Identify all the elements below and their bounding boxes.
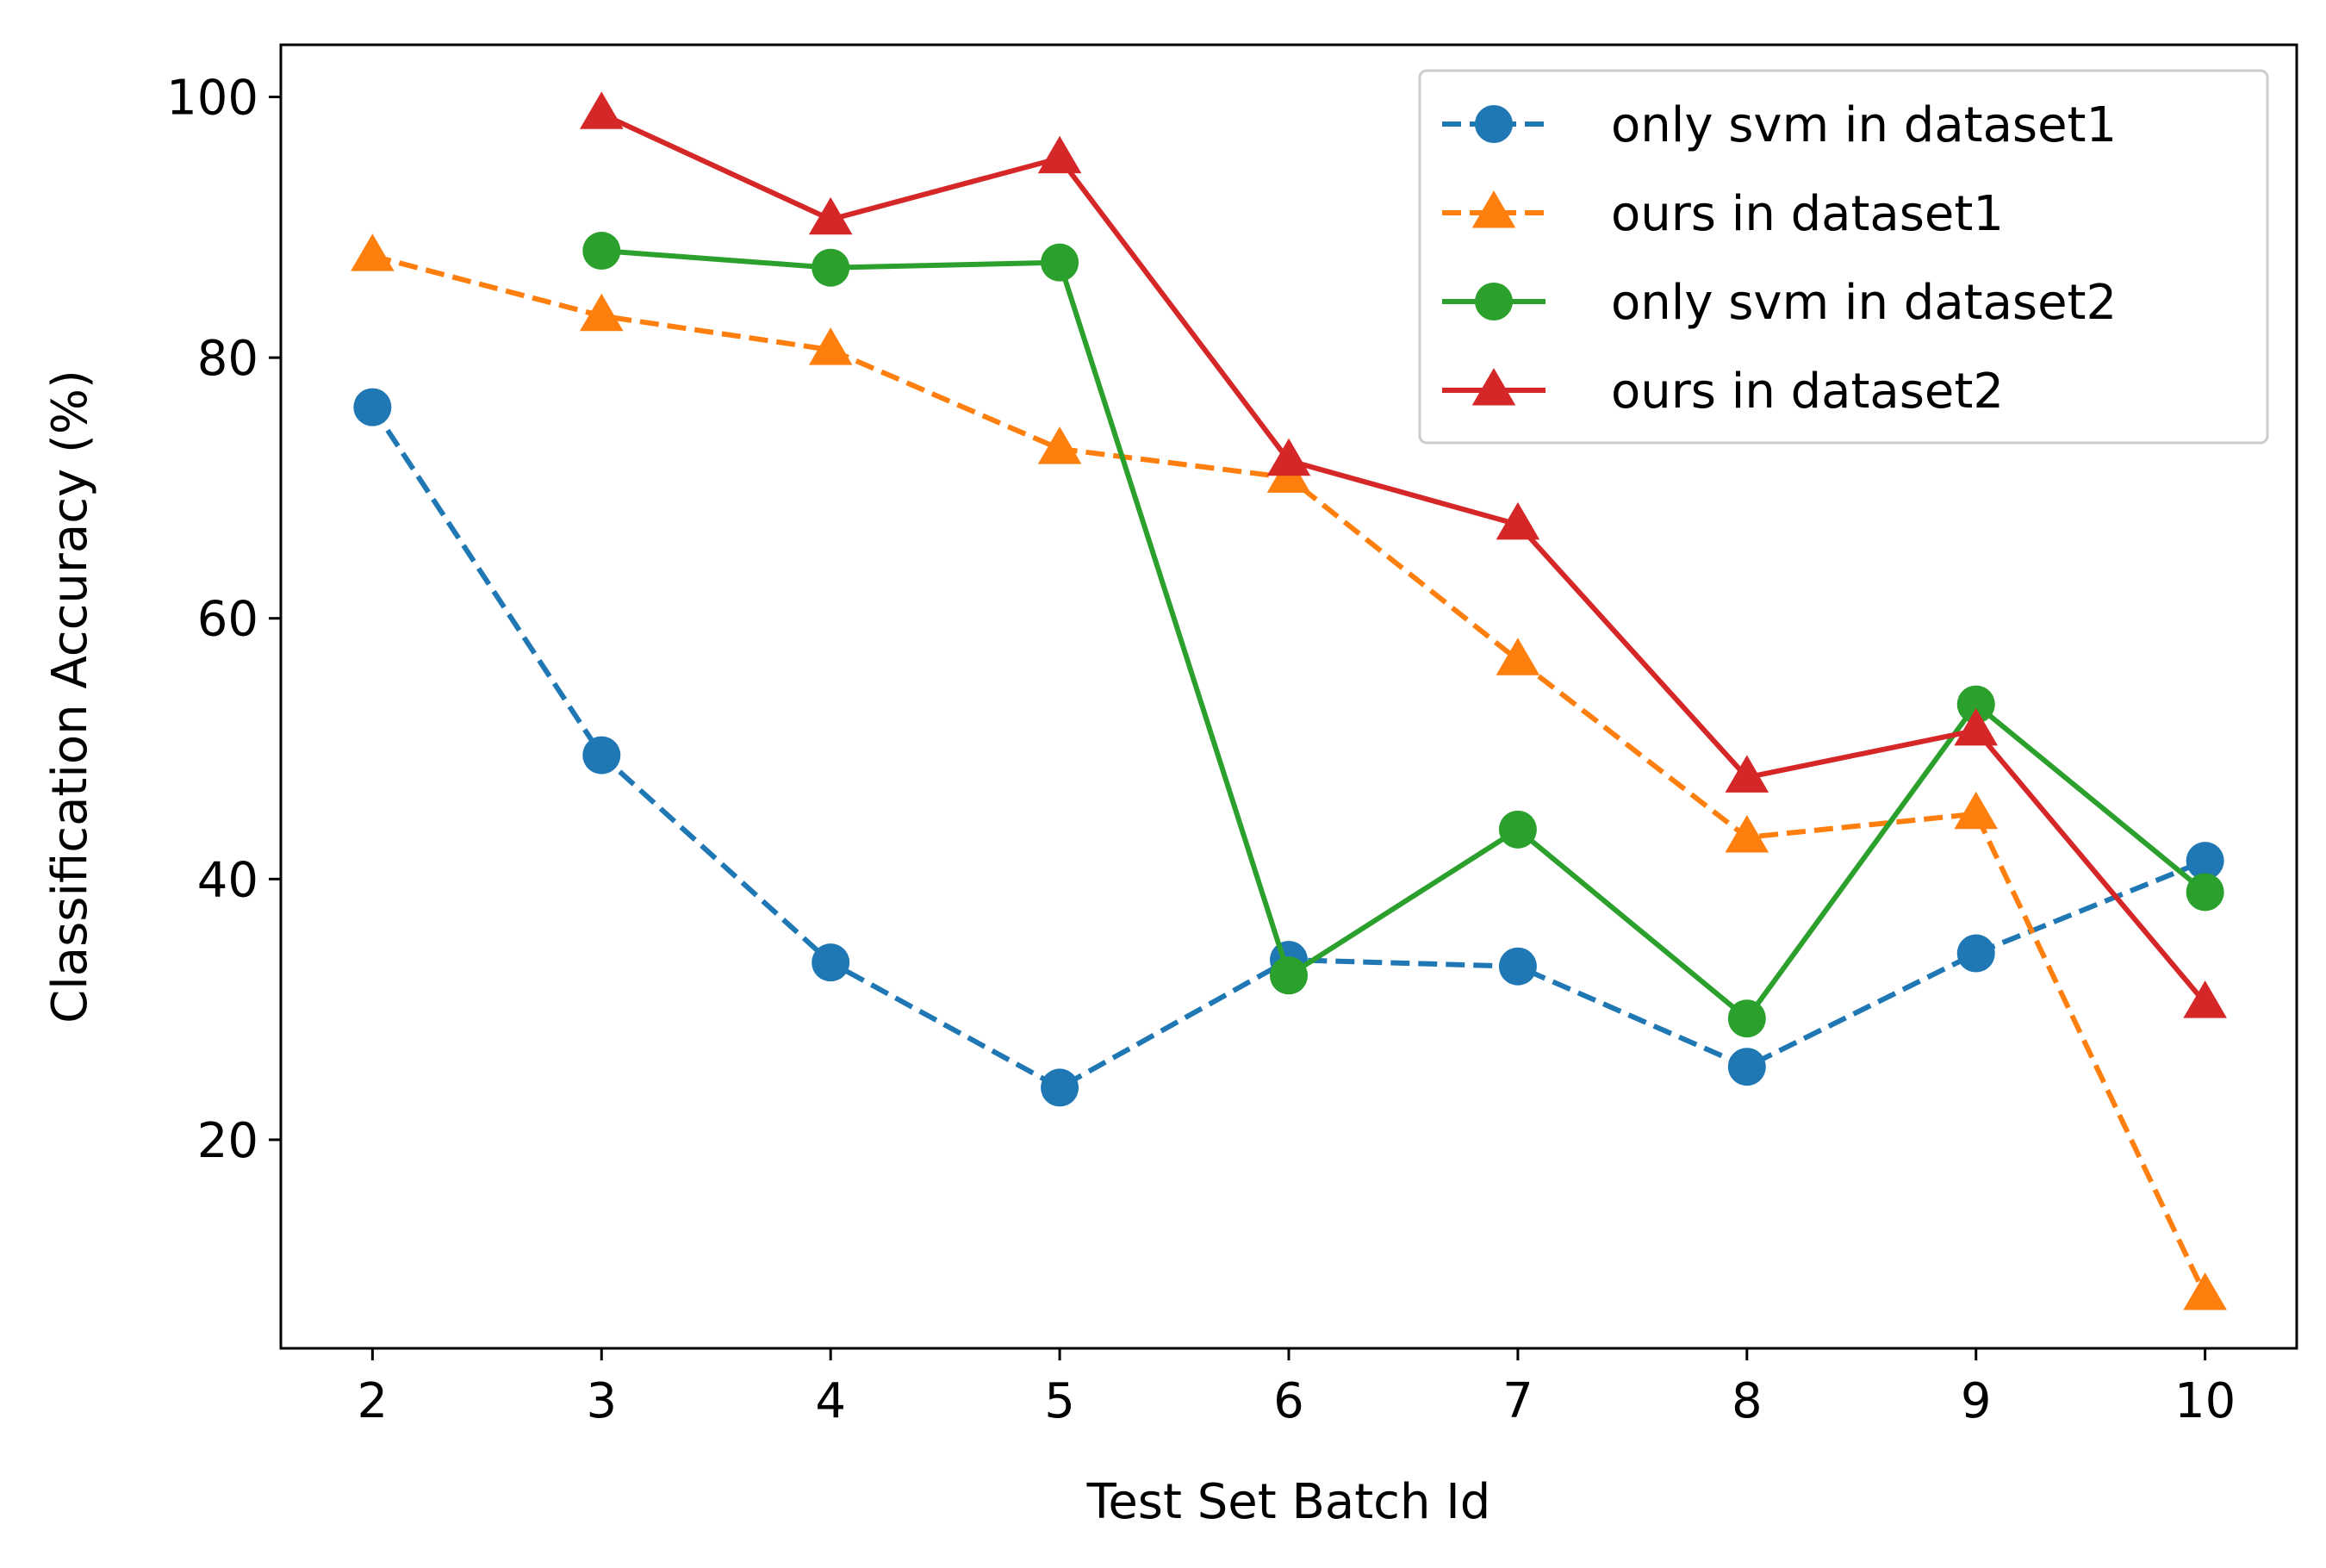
data-point [579, 293, 624, 332]
data-point [812, 248, 850, 287]
data-point [1956, 685, 1995, 724]
data-point [353, 388, 392, 426]
legend-label: only svm in dataset2 [1611, 275, 2117, 331]
ticks-layer: 2 3 4 5 6 7 8 9 10 20 40 60 80 100 [166, 71, 2236, 1429]
x-tick-label: 7 [1502, 1373, 1533, 1429]
data-point [582, 736, 621, 775]
legend-marker [1475, 283, 1513, 320]
x-tick-label: 8 [1732, 1373, 1763, 1429]
data-point [1498, 810, 1537, 849]
legend-label: ours in dataset1 [1611, 186, 2004, 242]
data-point [812, 943, 850, 982]
data-point [579, 91, 624, 129]
data-point [1270, 956, 1308, 995]
y-tick-label: 40 [197, 852, 258, 908]
y-tick-label: 100 [166, 71, 258, 127]
legend: only svm in dataset1 ours in dataset1 only… [1418, 69, 2269, 445]
data-point [2183, 980, 2227, 1018]
data-point [808, 327, 853, 365]
data-point [1725, 814, 1769, 853]
y-tick-label: 80 [197, 331, 258, 387]
x-tick-label: 10 [2174, 1373, 2236, 1429]
legend-box [1418, 69, 2269, 445]
data-point [2183, 1272, 2227, 1310]
y-tick-label: 20 [197, 1113, 258, 1169]
legend-entry-4: ours in dataset2 [1442, 364, 2004, 420]
legend-marker [1471, 368, 1516, 406]
legend-entry-1: only svm in dataset1 [1442, 97, 2117, 153]
x-tick-label: 6 [1273, 1373, 1304, 1429]
legend-label: only svm in dataset1 [1611, 97, 2117, 153]
series-2 [351, 233, 2227, 1310]
series-layer [351, 91, 2227, 1310]
data-point [1727, 1048, 1766, 1086]
data-point [1498, 947, 1537, 986]
series-3 [582, 232, 2224, 1038]
series-4 [579, 91, 2227, 1018]
data-point [2186, 842, 2224, 880]
data-point [351, 233, 395, 271]
x-axis-label: Test Set Batch Id [1086, 1474, 1491, 1530]
legend-marker [1475, 105, 1513, 143]
x-tick-label: 9 [1961, 1373, 1992, 1429]
data-point [1727, 999, 1766, 1038]
data-point [1496, 501, 1540, 540]
data-point [2186, 873, 2224, 912]
data-point [808, 196, 853, 235]
data-point [1956, 934, 1995, 973]
legend-label: ours in dataset2 [1611, 364, 2004, 420]
data-point [582, 232, 621, 271]
data-point [1037, 426, 1082, 464]
data-point [1266, 438, 1311, 476]
series-line [600, 111, 2207, 1005]
data-point [1954, 707, 1999, 746]
data-point [1496, 638, 1540, 675]
y-axis-label: Classification Accuracy (%) [42, 370, 98, 1024]
legend-entry-2: ours in dataset1 [1442, 186, 2004, 242]
data-point [1037, 135, 1082, 174]
x-tick-label: 4 [815, 1373, 846, 1429]
series-line [601, 248, 2207, 1022]
data-point [1954, 791, 1999, 830]
data-point [1041, 1068, 1079, 1107]
legend-marker [1471, 190, 1516, 228]
y-tick-label: 60 [197, 592, 258, 648]
x-tick-label: 3 [586, 1373, 617, 1429]
data-point [1725, 755, 1769, 793]
x-tick-label: 2 [358, 1373, 389, 1429]
legend-entry-3: only svm in dataset2 [1442, 275, 2117, 331]
data-point [1041, 243, 1079, 282]
legend-entries: only svm in dataset1 ours in dataset1 only… [1442, 97, 2117, 420]
x-tick-label: 5 [1044, 1373, 1075, 1429]
